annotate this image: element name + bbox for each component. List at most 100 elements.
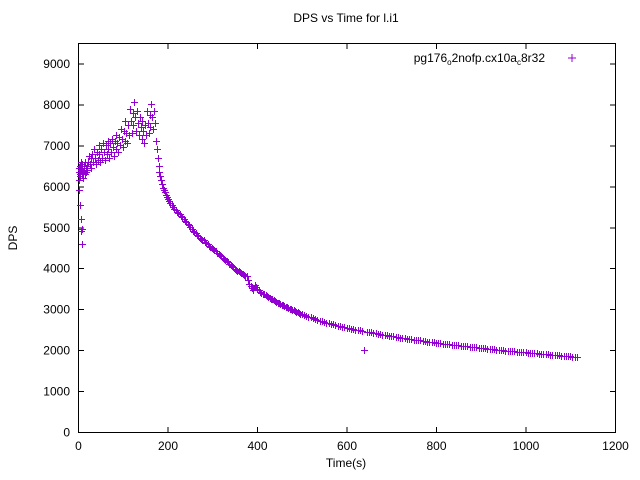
data-point-marker bbox=[93, 161, 100, 168]
data-point-marker bbox=[122, 118, 129, 125]
data-point-marker bbox=[77, 202, 84, 209]
data-point-marker bbox=[103, 142, 110, 149]
data-point-marker bbox=[139, 136, 146, 143]
data-point-marker bbox=[79, 226, 86, 233]
plot-frame bbox=[78, 43, 616, 433]
data-point-marker bbox=[408, 336, 415, 343]
data-point-marker bbox=[120, 144, 127, 151]
data-point-marker bbox=[89, 151, 96, 158]
data-point-marker bbox=[130, 110, 137, 117]
data-point-marker bbox=[106, 155, 113, 162]
legend: pg176o2nofp.cx10ac8r32 bbox=[414, 51, 576, 67]
data-point-marker bbox=[102, 157, 109, 164]
data-point-marker bbox=[115, 149, 122, 156]
y-axis-tick-label: 7000 bbox=[43, 139, 70, 153]
data-point-marker bbox=[159, 181, 166, 188]
x-axis-title: Time(s) bbox=[326, 456, 366, 470]
y-axis-tick-label: 2000 bbox=[43, 344, 70, 358]
y-axis-tick-label: 5000 bbox=[43, 221, 70, 235]
data-point-marker bbox=[105, 146, 112, 153]
data-point-marker bbox=[178, 213, 185, 220]
data-point-marker bbox=[145, 120, 152, 127]
chart-title: DPS vs Time for l.i1 bbox=[293, 11, 399, 25]
data-point-marker bbox=[156, 169, 163, 176]
y-axis-tick-label: 4000 bbox=[43, 262, 70, 276]
x-axis-ticks: 0 200 400 600 800 1000 1200 bbox=[75, 44, 629, 453]
y-axis-tick-label: 0 bbox=[63, 426, 70, 440]
data-point-marker bbox=[359, 328, 366, 335]
data-point-marker bbox=[134, 108, 141, 115]
data-point-marker bbox=[155, 155, 162, 162]
data-point-marker bbox=[194, 232, 201, 239]
data-point-marker bbox=[91, 146, 98, 153]
data-point-marker bbox=[124, 140, 131, 147]
data-point-marker bbox=[135, 120, 142, 127]
data-point-marker bbox=[129, 130, 136, 137]
data-point-marker bbox=[130, 122, 137, 129]
x-axis-tick-label: 0 bbox=[75, 439, 82, 453]
data-point-marker bbox=[107, 140, 114, 147]
data-point-marker bbox=[79, 241, 86, 248]
data-point-marker bbox=[96, 151, 103, 158]
data-point-marker bbox=[136, 132, 143, 139]
data-point-marker bbox=[296, 310, 303, 317]
data-point-marker bbox=[157, 173, 164, 180]
data-point-marker bbox=[151, 108, 158, 115]
data-point-marker bbox=[446, 341, 453, 348]
data-point-marker bbox=[229, 263, 236, 270]
data-point-marker bbox=[84, 167, 91, 174]
data-point-marker bbox=[511, 348, 518, 355]
data-point-marker bbox=[140, 128, 147, 135]
data-point-marker bbox=[473, 344, 480, 351]
x-axis-tick-label: 600 bbox=[337, 439, 357, 453]
y-axis-tick-label: 9000 bbox=[43, 57, 70, 71]
data-point-marker bbox=[574, 354, 581, 361]
data-point-marker bbox=[137, 114, 144, 121]
data-point-marker bbox=[158, 177, 165, 184]
y-axis-tick-label: 1000 bbox=[43, 385, 70, 399]
data-point-marker bbox=[131, 99, 138, 106]
y-axis-tick-label: 3000 bbox=[43, 303, 70, 317]
data-point-marker bbox=[146, 130, 153, 137]
data-point-marker bbox=[127, 106, 134, 113]
data-point-marker bbox=[88, 165, 95, 172]
data-point-marker bbox=[98, 146, 105, 153]
data-point-marker bbox=[244, 273, 251, 280]
data-point-marker bbox=[141, 140, 148, 147]
data-point-marker bbox=[154, 146, 161, 153]
data-point-marker bbox=[96, 142, 103, 149]
data-point-marker bbox=[198, 236, 205, 243]
y-axis-tick-label: 6000 bbox=[43, 180, 70, 194]
data-point-marker bbox=[108, 149, 115, 156]
data-point-marker bbox=[76, 177, 83, 184]
data-point-marker bbox=[152, 120, 159, 127]
data-point-marker bbox=[341, 324, 348, 331]
data-point-marker bbox=[111, 153, 118, 160]
data-point-marker bbox=[314, 317, 321, 324]
x-axis-tick-label: 200 bbox=[158, 439, 178, 453]
data-point-marker bbox=[80, 175, 87, 182]
data-point-marker bbox=[153, 138, 160, 145]
data-point-marker bbox=[162, 189, 169, 196]
data-point-marker bbox=[76, 187, 83, 194]
data-point-marker bbox=[104, 151, 111, 158]
y-axis-title: DPS bbox=[6, 226, 20, 251]
x-axis-tick-label: 800 bbox=[426, 439, 446, 453]
data-point-marker bbox=[133, 128, 140, 135]
data-point-marker bbox=[390, 333, 397, 340]
data-point-marker bbox=[455, 342, 462, 349]
data-point-marker bbox=[149, 114, 156, 121]
data-point-marker bbox=[292, 308, 299, 315]
data-point-marker bbox=[361, 347, 368, 354]
y-axis-ticks: 0 1000 2000 3000 4000 5000 6000 7000 8000 9000 bbox=[43, 57, 615, 440]
data-point-marker bbox=[182, 218, 189, 225]
data-series-points bbox=[76, 99, 581, 361]
data-point-marker bbox=[139, 118, 146, 125]
data-point-marker bbox=[217, 252, 224, 259]
x-axis-tick-label: 1200 bbox=[602, 439, 629, 453]
data-point-marker bbox=[241, 272, 248, 279]
data-point-marker bbox=[250, 287, 257, 294]
